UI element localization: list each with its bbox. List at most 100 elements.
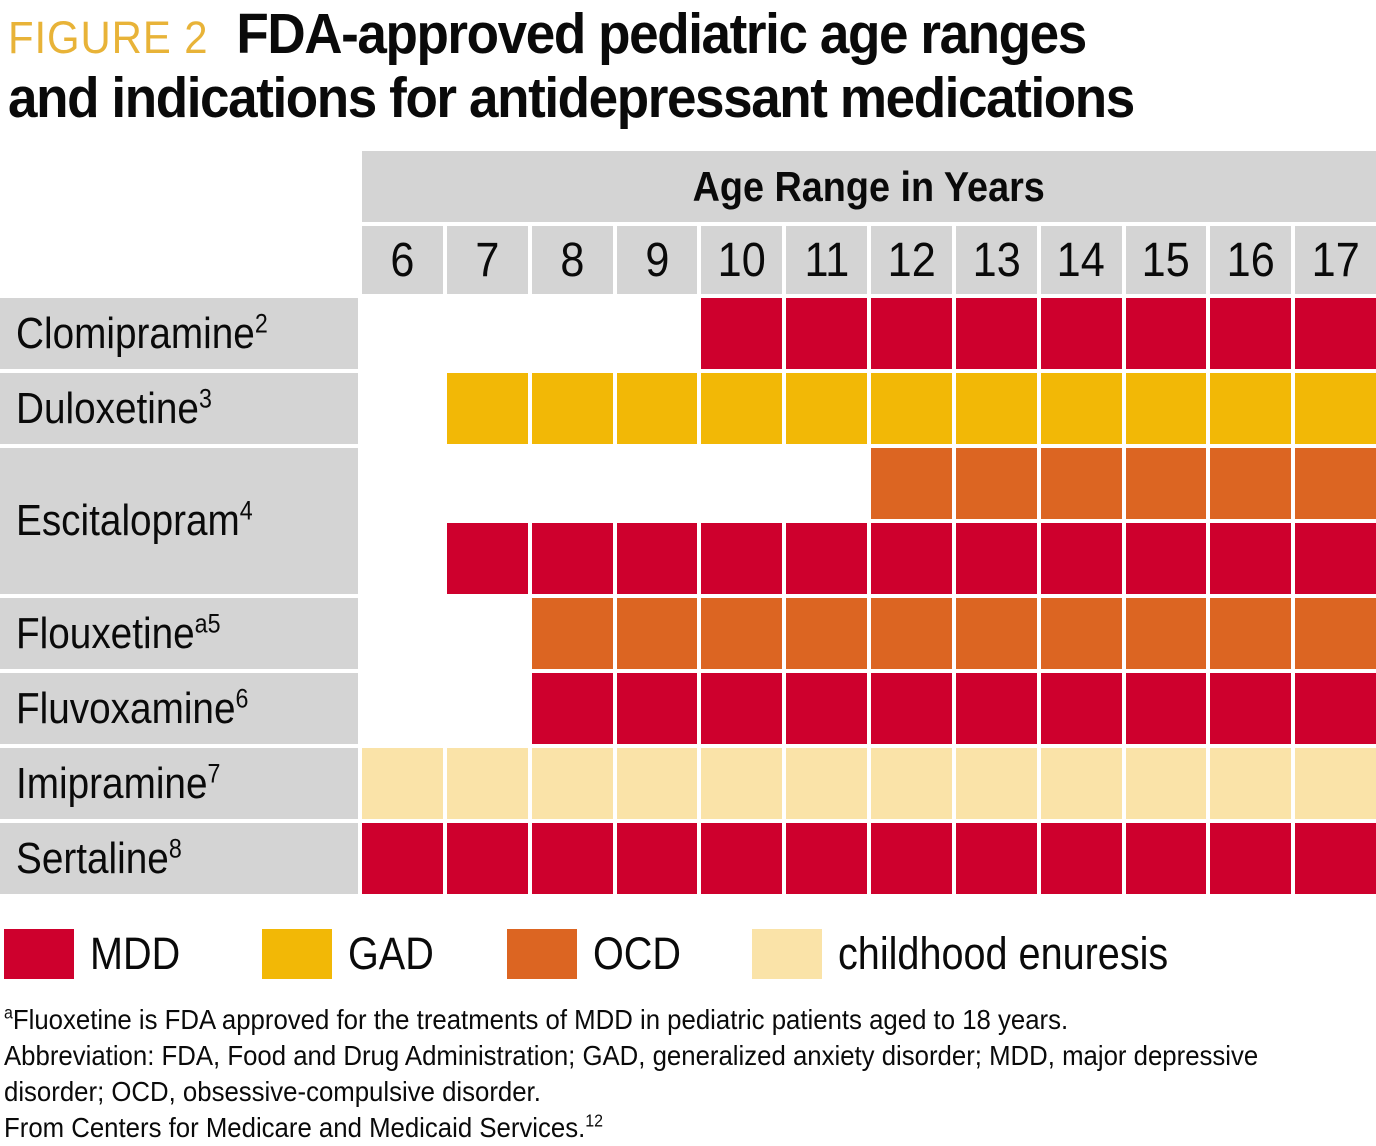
age-range-header: Age Range in Years xyxy=(362,151,1376,222)
legend-label: OCD xyxy=(593,928,681,979)
cell-imipramine-15 xyxy=(1125,748,1207,819)
cell-escitalopram-16 xyxy=(1210,448,1292,519)
cell-imipramine-14 xyxy=(1040,748,1122,819)
drug-label-sertaline: Sertaline8 xyxy=(0,823,358,894)
figure-title-text-2: and indications for antidepressant medic… xyxy=(8,66,1135,130)
cell-escitalopram-9 xyxy=(616,523,698,594)
cell-fluvoxamine-14 xyxy=(1040,673,1122,744)
cell-fluvoxamine-6 xyxy=(362,673,443,744)
drug-label-duloxetine: Duloxetine3 xyxy=(0,373,358,444)
footnote-fluoxetine: aFluoxetine is FDA approved for the trea… xyxy=(4,1002,1266,1038)
cell-escitalopram-7 xyxy=(446,523,528,594)
cell-sertaline-13 xyxy=(955,823,1037,894)
cell-flouxetine-16 xyxy=(1210,598,1292,669)
age-column-header-10: 10 xyxy=(701,226,783,294)
cell-escitalopram-17 xyxy=(1295,448,1376,519)
cell-escitalopram-6 xyxy=(362,523,443,594)
legend-item-mdd: MDD xyxy=(4,928,262,980)
cell-duloxetine-14 xyxy=(1040,373,1122,444)
cell-escitalopram-14 xyxy=(1040,523,1122,594)
legend-item-ocd: OCD xyxy=(507,928,752,980)
footnote-abbreviation-line1: Abbreviation: FDA, Food and Drug Adminis… xyxy=(4,1040,1259,1071)
cell-duloxetine-15 xyxy=(1125,373,1207,444)
cell-clomipramine-16 xyxy=(1210,298,1292,369)
cell-clomipramine-13 xyxy=(955,298,1037,369)
cell-sertaline-16 xyxy=(1210,823,1292,894)
cell-escitalopram-8 xyxy=(531,523,613,594)
footnote-source: From Centers for Medicare and Medicaid S… xyxy=(4,1110,1266,1146)
cell-clomipramine-6 xyxy=(362,298,443,369)
cell-flouxetine-14 xyxy=(1040,598,1122,669)
figure-title-line1: FIGURE 2 FDA-approved pediatric age range… xyxy=(8,4,1280,68)
legend-swatch-ocd xyxy=(507,929,577,979)
cell-sertaline-9 xyxy=(616,823,698,894)
drug-label-fluvoxamine: Fluvoxamine6 xyxy=(0,673,358,744)
age-column-header-15: 15 xyxy=(1125,226,1207,294)
cell-imipramine-12 xyxy=(871,748,952,819)
drug-label-clomipramine: Clomipramine2 xyxy=(0,298,358,369)
cell-clomipramine-11 xyxy=(786,298,867,369)
cell-flouxetine-17 xyxy=(1295,598,1376,669)
cell-clomipramine-10 xyxy=(701,298,783,369)
cell-flouxetine-13 xyxy=(955,598,1037,669)
age-column-header-17: 17 xyxy=(1295,226,1376,294)
footnote-source-sup: 12 xyxy=(585,1110,604,1131)
legend-swatch-gad xyxy=(262,929,332,979)
cell-escitalopram-10 xyxy=(701,448,782,519)
cell-escitalopram-11 xyxy=(786,448,867,519)
cell-escitalopram-15 xyxy=(1125,448,1207,519)
age-column-header-14: 14 xyxy=(1040,226,1122,294)
cell-duloxetine-16 xyxy=(1210,373,1292,444)
cell-escitalopram-8 xyxy=(532,448,613,519)
drug-label-imipramine: Imipramine7 xyxy=(0,748,358,819)
cell-clomipramine-14 xyxy=(1040,298,1122,369)
cell-clomipramine-17 xyxy=(1295,298,1376,369)
cell-fluvoxamine-8 xyxy=(531,673,613,744)
cell-duloxetine-11 xyxy=(786,373,867,444)
legend-item-gad: GAD xyxy=(262,928,507,980)
cell-escitalopram-13 xyxy=(955,448,1037,519)
cell-imipramine-6 xyxy=(362,748,443,819)
cell-imipramine-16 xyxy=(1210,748,1292,819)
cell-imipramine-17 xyxy=(1295,748,1376,819)
drug-label-escitalopram: Escitalopram4 xyxy=(0,448,358,594)
cell-flouxetine-9 xyxy=(616,598,698,669)
cell-duloxetine-6 xyxy=(362,373,443,444)
cell-escitalopram-16 xyxy=(1210,523,1292,594)
cell-clomipramine-9 xyxy=(617,298,698,369)
legend-label: childhood enuresis xyxy=(838,928,1169,979)
cell-clomipramine-12 xyxy=(871,298,952,369)
cell-fluvoxamine-7 xyxy=(447,673,528,744)
cell-imipramine-11 xyxy=(786,748,867,819)
cell-sertaline-10 xyxy=(701,823,783,894)
cell-clomipramine-8 xyxy=(532,298,613,369)
footnotes: aFluoxetine is FDA approved for the trea… xyxy=(4,1002,1376,1146)
cell-sertaline-8 xyxy=(531,823,613,894)
cell-escitalopram-6 xyxy=(362,448,443,519)
cell-sertaline-17 xyxy=(1295,823,1376,894)
cell-clomipramine-7 xyxy=(447,298,528,369)
age-column-header-12: 12 xyxy=(871,226,952,294)
cell-flouxetine-15 xyxy=(1125,598,1207,669)
cell-duloxetine-7 xyxy=(446,373,528,444)
legend-item-childhood-enuresis: childhood enuresis xyxy=(752,928,1213,980)
age-indication-grid: Age Range in Years 6 7 8 9 10 11 12 13 14 15 16 17 C… xyxy=(0,151,1376,894)
legend-swatch-mdd xyxy=(4,929,74,979)
cell-imipramine-7 xyxy=(446,748,528,819)
cell-fluvoxamine-17 xyxy=(1295,673,1376,744)
age-column-header-13: 13 xyxy=(955,226,1037,294)
cell-clomipramine-15 xyxy=(1125,298,1207,369)
figure-title-block: FIGURE 2 FDA-approved pediatric age range… xyxy=(0,0,1376,129)
cell-escitalopram-7 xyxy=(447,448,528,519)
cell-fluvoxamine-11 xyxy=(786,673,867,744)
cell-sertaline-15 xyxy=(1125,823,1207,894)
cell-escitalopram-14 xyxy=(1040,448,1122,519)
drug-label-flouxetine: Flouxetinea5 xyxy=(0,598,358,669)
cell-escitalopram-13 xyxy=(955,523,1037,594)
cell-flouxetine-11 xyxy=(786,598,867,669)
footnote-source-text: From Centers for Medicare and Medicaid S… xyxy=(4,1112,586,1143)
cell-sertaline-7 xyxy=(446,823,528,894)
legend-label: GAD xyxy=(348,928,434,979)
cell-fluvoxamine-12 xyxy=(871,673,952,744)
cell-duloxetine-17 xyxy=(1295,373,1376,444)
